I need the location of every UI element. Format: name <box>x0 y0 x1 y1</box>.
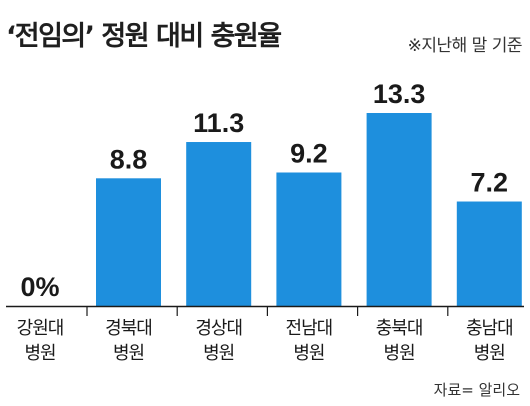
category-label-5-0: 충남대 <box>466 318 513 339</box>
value-label-2: 11.3 <box>193 108 244 138</box>
bar-1 <box>96 178 161 306</box>
category-label-1-0: 경북대 <box>105 318 152 339</box>
value-label-0: 0% <box>20 272 59 302</box>
category-label-3-0: 전남대 <box>286 318 333 339</box>
value-label-4: 13.3 <box>373 79 426 109</box>
category-label-4-1: 병원 <box>384 343 415 364</box>
category-label-3-1: 병원 <box>293 343 324 364</box>
category-label-0-1: 병원 <box>24 343 55 364</box>
bar-3 <box>276 172 342 306</box>
category-label-5-1: 병원 <box>474 343 505 364</box>
category-label-2-0: 경상대 <box>195 318 242 339</box>
bar-5 <box>456 201 522 306</box>
value-label-3: 9.2 <box>290 138 328 168</box>
bar-4 <box>366 113 432 306</box>
category-label-4-0: 충북대 <box>376 318 423 339</box>
category-label-1-1: 병원 <box>113 343 144 364</box>
category-label-2-1: 병원 <box>203 343 234 364</box>
chart-note: ※지난해 말 기준 <box>407 36 523 56</box>
bar-2 <box>186 142 252 306</box>
category-label-0-0: 강원대 <box>17 318 64 339</box>
value-label-5: 7.2 <box>471 168 509 198</box>
chart-title: ‘전임의’ 정원 대비 충원율 <box>6 21 282 52</box>
source-note: 자료= 알리오 <box>433 381 520 399</box>
value-label-1: 8.8 <box>110 144 148 174</box>
